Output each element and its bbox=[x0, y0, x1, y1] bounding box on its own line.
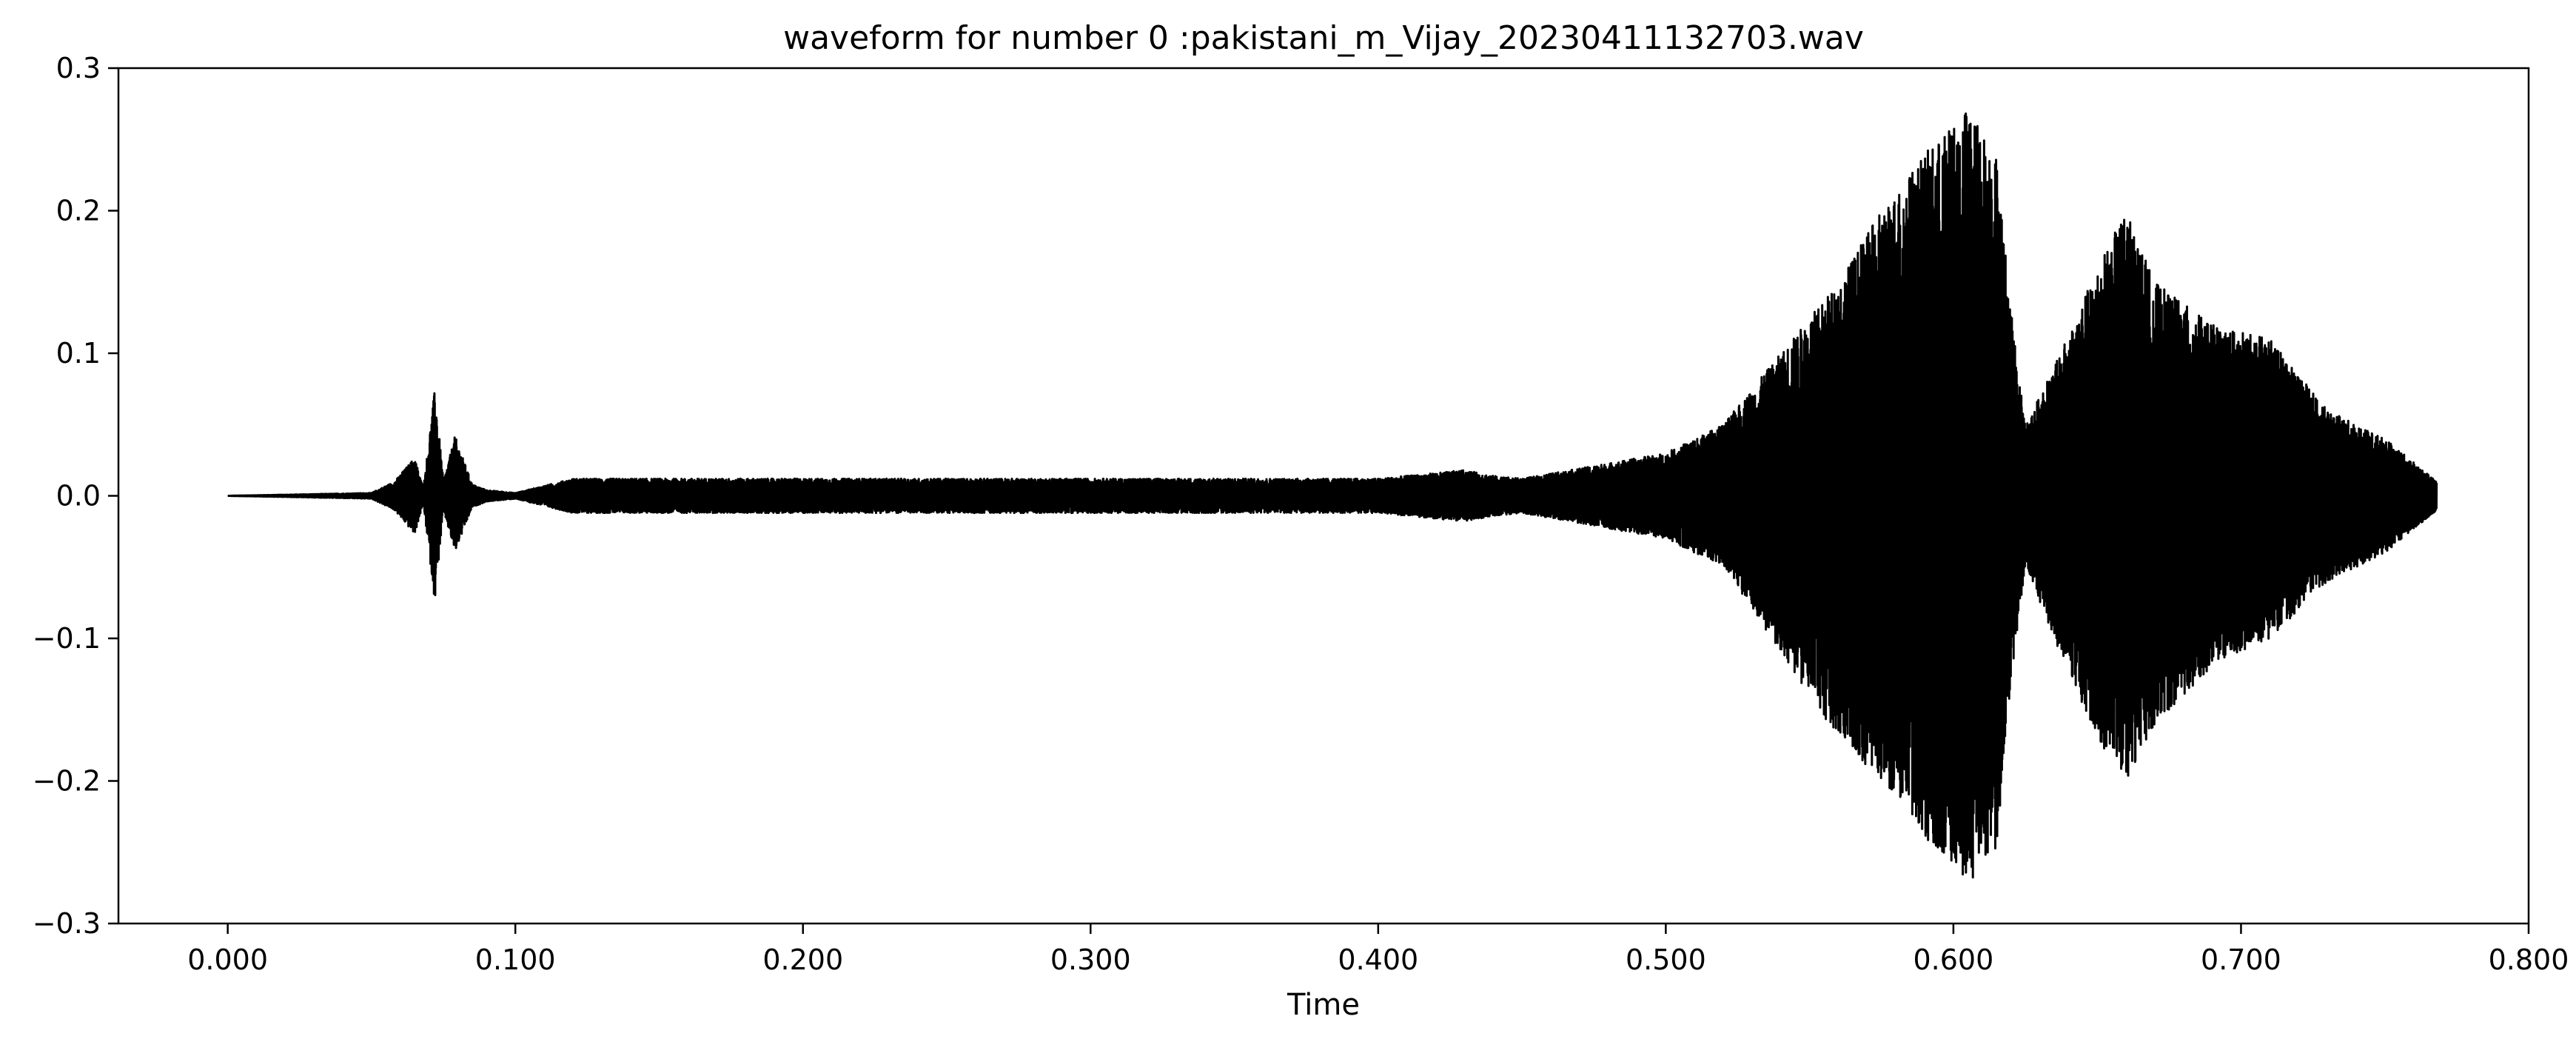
x-axis-label: Time bbox=[1287, 988, 1360, 1022]
y-tick-label: −0.2 bbox=[33, 765, 101, 798]
y-tick-label: 0.1 bbox=[56, 337, 101, 370]
x-tick-label: 0.800 bbox=[2489, 944, 2569, 976]
x-tick-label: 0.600 bbox=[1913, 944, 1994, 976]
x-tick-label: 0.000 bbox=[187, 944, 268, 976]
y-tick-label: 0.0 bbox=[56, 480, 101, 512]
x-tick-label: 0.500 bbox=[1626, 944, 1706, 976]
x-tick-label: 0.100 bbox=[475, 944, 556, 976]
waveform-series-line bbox=[227, 112, 2438, 879]
y-tick-label: 0.3 bbox=[56, 52, 101, 84]
plot-frame bbox=[117, 67, 2530, 925]
y-tick-label: −0.1 bbox=[33, 622, 101, 655]
x-axis: 0.000 0.100 0.200 0.300 0.400 0.500 0.600 0.700… bbox=[187, 924, 2569, 976]
chart-title: waveform for number 0 :pakistani_m_Vijay… bbox=[783, 19, 1864, 57]
plot-area bbox=[227, 112, 2438, 879]
x-tick-label: 0.700 bbox=[2201, 944, 2281, 976]
y-tick-label: −0.3 bbox=[33, 907, 101, 940]
x-tick-label: 0.200 bbox=[762, 944, 843, 976]
x-tick-label: 0.300 bbox=[1050, 944, 1131, 976]
y-tick-label: 0.2 bbox=[56, 195, 101, 227]
x-tick-label: 0.400 bbox=[1338, 944, 1418, 976]
y-axis: −0.3 −0.2 −0.1 0.0 0.1 0.2 0.3 bbox=[33, 52, 118, 940]
